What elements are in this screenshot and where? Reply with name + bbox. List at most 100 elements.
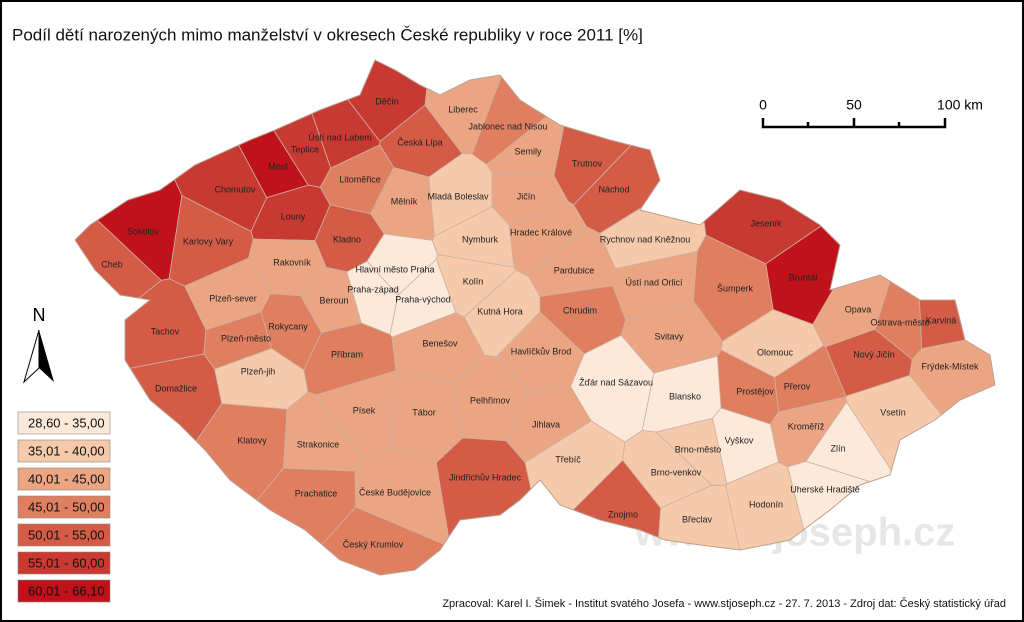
district-label: Klatovy <box>237 435 267 445</box>
district-label: Šumperk <box>717 283 754 293</box>
district-label: Brno-město <box>675 444 722 454</box>
district-label: Rakovník <box>273 257 311 267</box>
district-label: Olomouc <box>757 347 794 357</box>
legend-label: 40,01 - 45,00 <box>28 471 105 486</box>
district-label: Karlovy Vary <box>183 236 234 246</box>
district-label: Plzeň-sever <box>209 293 257 303</box>
district-label: Benešov <box>422 338 458 348</box>
district-label: Litoměřice <box>339 174 381 184</box>
scale-label: 0 <box>759 97 767 113</box>
district-label: Pelhřimov <box>470 395 511 405</box>
district-label: Most <box>268 161 288 171</box>
district-label: Domažlice <box>155 383 197 393</box>
legend-label: 35,01 - 40,00 <box>28 443 105 458</box>
district-label: Kladno <box>333 234 361 244</box>
district-label: Hodonín <box>749 499 783 509</box>
district-label: Nymburk <box>462 234 499 244</box>
district-label: Praha-západ <box>347 284 399 294</box>
district-label: Jihlava <box>532 419 560 429</box>
district-label: Liberec <box>448 104 478 114</box>
district-label: Mladá Boleslav <box>427 191 489 201</box>
district-label: Chomutov <box>214 184 256 194</box>
district-label: Kroměříž <box>788 421 825 431</box>
district-label: Opava <box>845 304 872 314</box>
district-label: Tábor <box>412 407 436 417</box>
district-label: Jindřichův Hradec <box>449 472 522 482</box>
district-label: Louny <box>281 211 306 221</box>
district-label: Kutná Hora <box>477 306 523 316</box>
district-label: Cheb <box>101 259 123 269</box>
district-label: Třebíč <box>555 454 581 464</box>
district-label: Přerov <box>784 381 811 391</box>
district-label: Vyškov <box>725 435 754 445</box>
district-label: Chrudim <box>563 305 597 315</box>
legend-swatch <box>17 579 111 603</box>
district-label: Semily <box>514 146 542 156</box>
district-label: Žďár nad Sázavou <box>579 377 653 387</box>
legend-label: 50,01 - 55,00 <box>28 527 105 542</box>
district-label: Písek <box>353 405 376 415</box>
district-label: Znojmo <box>608 509 638 519</box>
map-title: Podíl dětí narozených mimo manželství v … <box>12 25 643 44</box>
district-label: Zlín <box>830 443 845 453</box>
scale-bar: 0 50 100 km <box>759 97 983 129</box>
legend-label: 45,01 - 50,00 <box>28 499 105 514</box>
scale-line <box>761 118 947 129</box>
north-label: N <box>33 305 46 325</box>
district-label: Jeseník <box>750 218 782 228</box>
district-label: Prostějov <box>736 386 774 396</box>
district-label: Teplice <box>291 144 319 154</box>
district-label: Mělník <box>391 196 418 206</box>
district-label: Rokycany <box>268 321 308 331</box>
district-label: Svitavy <box>654 331 684 341</box>
district-label: Jablonec nad Nisou <box>468 121 547 131</box>
legend: 28,60 - 35,00 35,01 - 40,00 40,01 - 45,00 4… <box>17 411 111 603</box>
district-label: Rychnov nad Kněžnou <box>600 234 691 244</box>
district-label: Nový Jičín <box>853 349 895 359</box>
district-label: Hlavní město Praha <box>355 264 434 274</box>
district-label: Pardubice <box>554 265 595 275</box>
district-label: Jičín <box>517 191 536 201</box>
district-label: Příbram <box>331 349 363 359</box>
scale-label: 50 <box>846 97 862 113</box>
legend-label: 28,60 - 35,00 <box>28 415 105 430</box>
district-label: Břeclav <box>682 514 713 524</box>
district-label: Kolín <box>463 276 484 286</box>
legend-swatch <box>17 523 111 547</box>
footer: Zpracoval: Karel I. Šimek - Institut sva… <box>442 597 1006 610</box>
district-label: Beroun <box>319 295 348 305</box>
district-label: Děčín <box>375 96 399 106</box>
district-label: Uherské Hradiště <box>790 484 860 494</box>
legend-swatch <box>17 495 111 519</box>
district-label: Ostrava-město <box>870 317 929 327</box>
legend-swatch <box>17 439 111 463</box>
district-label: Náchod <box>598 184 629 194</box>
legend-swatch <box>17 411 111 435</box>
district-label: České Budějovice <box>359 487 431 497</box>
district-label: Ústí nad Orlicí <box>625 277 683 287</box>
scale-label: 100 km <box>937 97 983 113</box>
district-label: Tachov <box>151 326 180 336</box>
legend-swatch <box>17 551 111 575</box>
district-label: Hradec Králové <box>510 227 572 237</box>
district-label: Vsetín <box>880 407 906 417</box>
district-label: Havlíčkův Brod <box>511 346 572 356</box>
district-label: Plzeň-jih <box>241 366 276 376</box>
district-label: Brno-venkov <box>651 467 702 477</box>
district-label: Prachatice <box>295 488 338 498</box>
district-label: Česká Lípa <box>397 137 443 147</box>
arrow-right <box>39 330 54 382</box>
district-label: Bruntál <box>789 272 818 282</box>
district-label: Ústí nad Labem <box>308 132 372 142</box>
district-labels: Cheb Sokolov Karlovy Vary Chomutov MostTepli… <box>101 96 979 549</box>
district-label: Blansko <box>669 391 701 401</box>
district-label: Strakonice <box>297 439 340 449</box>
district-label: Trutnov <box>572 158 603 168</box>
district-label: Praha-východ <box>395 294 451 304</box>
north-arrow: N <box>23 305 54 384</box>
district-label: Český Krumlov <box>343 539 404 549</box>
legend-label: 55,01 - 60,00 <box>28 555 105 570</box>
legend-swatch <box>17 467 111 491</box>
